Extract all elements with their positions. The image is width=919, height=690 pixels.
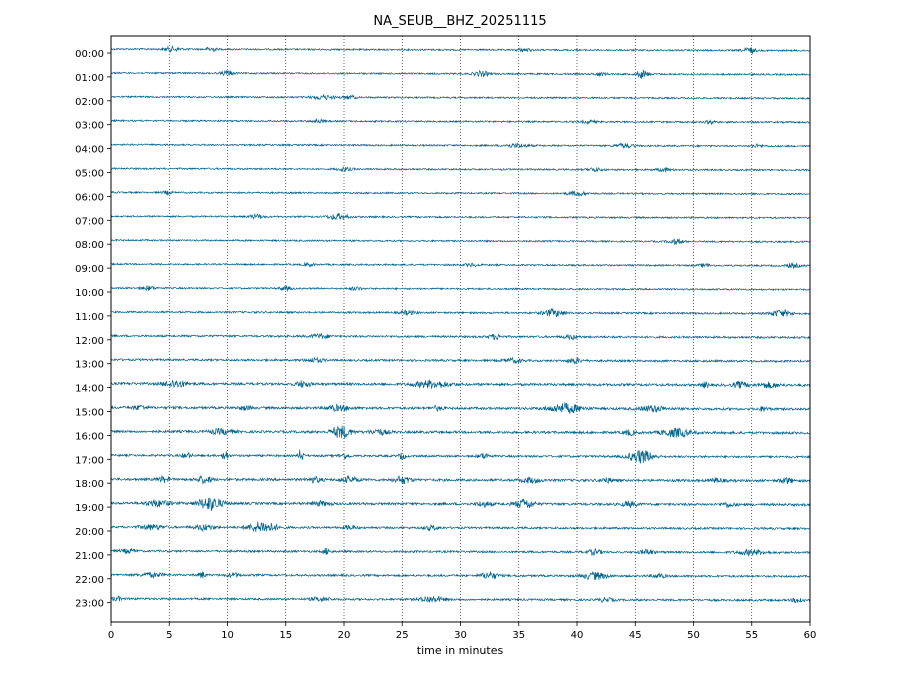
trace-1600 (110, 425, 811, 439)
trace-0500 (110, 166, 811, 173)
hour-label: 07:00 (75, 216, 104, 227)
trace-1800 (110, 474, 811, 485)
hour-label: 11:00 (75, 312, 104, 323)
trace-2300 (110, 595, 811, 604)
hour-label: 15:00 (75, 408, 104, 419)
hour-label: 04:00 (75, 145, 104, 156)
seismogram-traces (110, 45, 811, 604)
trace-2100 (110, 547, 811, 557)
trace-1700 (110, 449, 811, 464)
trace-1100 (110, 307, 811, 318)
trace-1200 (110, 332, 811, 341)
hour-label: 14:00 (75, 384, 104, 395)
hour-label: 05:00 (75, 169, 104, 180)
hour-label: 16:00 (75, 431, 104, 442)
trace-1000 (110, 285, 811, 293)
trace-2000 (110, 521, 811, 533)
hour-label: 10:00 (75, 288, 104, 299)
trace-0200 (110, 93, 811, 101)
hour-label: 22:00 (75, 575, 104, 586)
x-axis-ticks: 0 5 10 15 20 25 30 35 40 45 50 55 60 (108, 622, 817, 641)
trace-1300 (110, 356, 811, 365)
x-tick-label: 25 (396, 630, 409, 641)
x-tick-label: 40 (571, 630, 584, 641)
trace-0900 (110, 261, 811, 270)
trace-0600 (110, 190, 811, 197)
trace-0700 (110, 212, 811, 221)
hour-label: 19:00 (75, 503, 104, 514)
hour-label: 02:00 (75, 97, 104, 108)
hour-label: 20:00 (75, 527, 104, 538)
x-tick-label: 60 (804, 630, 817, 641)
chart-title: NA_SEUB__BHZ_20251115 (373, 14, 546, 29)
x-tick-label: 35 (512, 630, 525, 641)
hour-label: 08:00 (75, 240, 104, 251)
hour-label: 21:00 (75, 551, 104, 562)
x-tick-label: 55 (745, 630, 758, 641)
hour-label: 23:00 (75, 599, 104, 610)
trace-0300 (110, 117, 811, 126)
hour-label: 17:00 (75, 455, 104, 466)
hour-label: 01:00 (75, 73, 104, 84)
x-tick-label: 50 (687, 630, 700, 641)
trace-0400 (110, 142, 811, 150)
x-tick-label: 15 (279, 630, 292, 641)
x-axis-label: time in minutes (417, 644, 504, 657)
hour-label: 09:00 (75, 264, 104, 275)
hour-tick-labels: 00:00 01:00 02:00 03:00 04:00 05:00 06:00 07:00… (75, 49, 111, 610)
x-tick-label: 0 (108, 630, 114, 641)
x-tick-label: 10 (221, 630, 234, 641)
x-tick-label: 30 (454, 630, 467, 641)
x-tick-label: 20 (338, 630, 351, 641)
trace-0800 (110, 237, 811, 245)
trace-1900 (110, 497, 811, 512)
hour-label: 00:00 (75, 49, 104, 60)
trace-0100 (110, 69, 811, 79)
hour-label: 13:00 (75, 360, 104, 371)
x-tick-label: 5 (166, 630, 172, 641)
hour-label: 12:00 (75, 336, 104, 347)
trace-1400 (110, 379, 811, 390)
hour-label: 06:00 (75, 192, 104, 203)
plot-area-frame (110, 35, 811, 623)
hour-label: 03:00 (75, 121, 104, 132)
trace-1500 (110, 401, 811, 414)
trace-2200 (110, 571, 811, 580)
trace-0000 (110, 45, 811, 55)
hour-label: 18:00 (75, 479, 104, 490)
x-tick-label: 45 (629, 630, 642, 641)
